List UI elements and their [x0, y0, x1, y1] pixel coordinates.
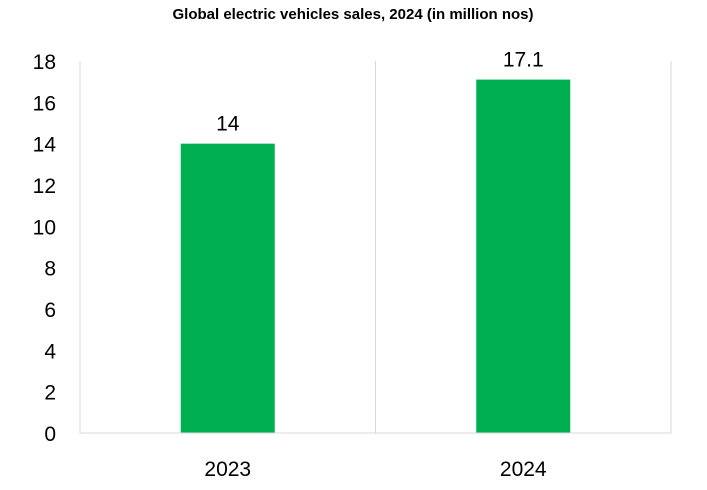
- y-tick-label: 14: [33, 134, 57, 157]
- labels-layer: 14 17.1: [216, 49, 544, 136]
- y-tick-label: 10: [33, 216, 56, 239]
- x-tick-label-2024: 2024: [500, 458, 547, 481]
- y-tick-label: 0: [44, 423, 56, 446]
- data-label-2024: 17.1: [503, 49, 544, 72]
- y-tick-label: 2: [44, 382, 56, 405]
- y-tick-label: 8: [44, 258, 56, 281]
- y-tick-label: 12: [33, 175, 56, 198]
- bar-2023: [180, 143, 275, 433]
- y-tick-label: 4: [44, 340, 56, 363]
- grid-layer: [79, 61, 672, 433]
- y-tick-label: 16: [33, 92, 56, 115]
- y-tick-label: 18: [33, 51, 56, 74]
- y-tick-label: 6: [44, 299, 56, 322]
- y-axis: 0 2 4 6 8 10 12 14 16 18: [33, 51, 57, 446]
- chart-title: Global electric vehicles sales, 2024 (in…: [173, 6, 534, 23]
- data-label-2023: 14: [216, 113, 240, 136]
- x-axis: 2023 2024: [80, 432, 671, 481]
- x-tick-label-2023: 2023: [204, 458, 251, 481]
- bars-layer: [180, 79, 571, 433]
- bar-2024: [476, 79, 571, 433]
